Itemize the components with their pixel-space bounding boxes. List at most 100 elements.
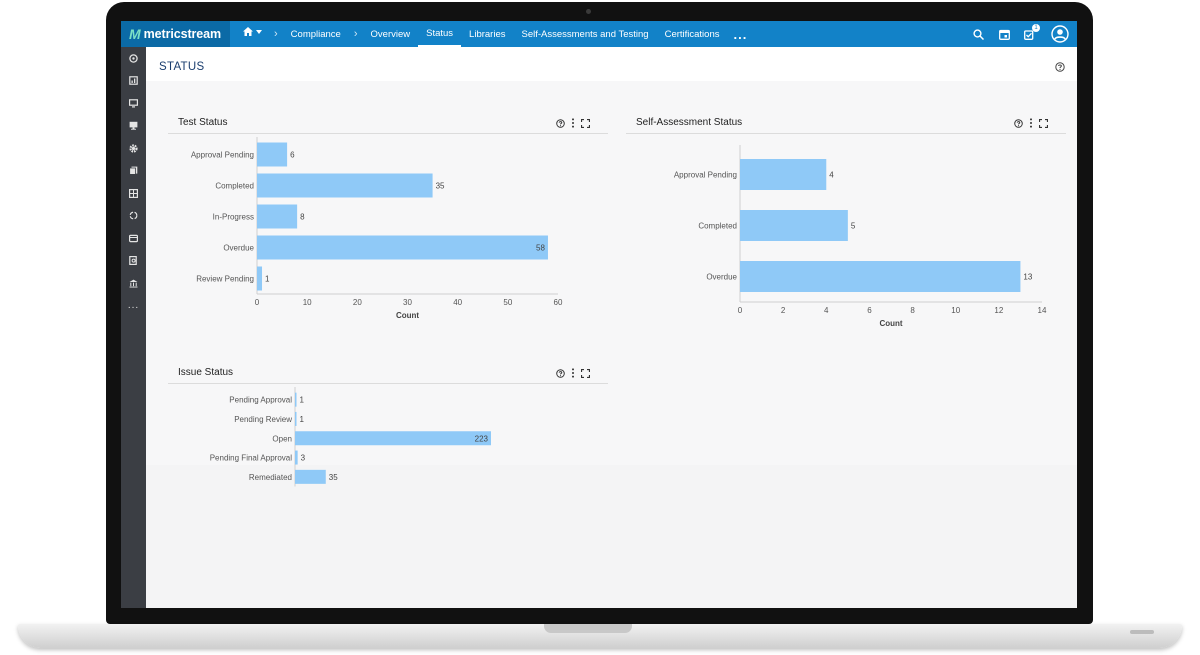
data-label: 35 [329,473,338,482]
data-label: 3 [301,454,306,463]
breadcrumb-compliance[interactable]: Compliance [290,28,341,40]
bar [257,235,548,260]
bar [257,204,298,229]
tab-status[interactable]: Status [418,21,462,47]
screen: M metricstream › Compliance › Overview S… [121,21,1077,608]
tab-self-assessments-and-testing[interactable]: Self-Assessments and Testing [521,28,649,40]
x-tick-label: 6 [867,306,872,315]
tab-libraries[interactable]: Libraries [469,28,506,40]
data-label: 8 [300,213,305,222]
sidebar-item-desktop[interactable] [121,115,146,138]
test-status-menu-button[interactable] [571,118,575,128]
tab-overview[interactable]: Overview [370,28,411,40]
category-label: Approval Pending [674,171,737,180]
sidebar-item-dashboard[interactable] [121,47,146,70]
data-label: 4 [829,171,834,180]
sidebar-item-reports[interactable] [121,70,146,93]
brand-logo[interactable]: M metricstream [121,21,230,47]
data-label: 5 [851,222,856,231]
bar [295,392,297,407]
expand-icon [581,368,590,378]
top-navigation-bar: M metricstream › Compliance › Overview S… [121,21,1077,47]
sidebar-item-institution[interactable] [121,272,146,295]
category-label: Pending Final Approval [210,454,293,463]
notification-count-badge: 1 [1032,24,1040,32]
test-status-chart: Approval Pending 6 Completed 35 In-Progress 8… [191,137,563,320]
dashboard-icon [129,54,138,63]
category-label: Review Pending [196,275,254,284]
sidebar-item-documents[interactable] [121,160,146,183]
x-tick-label: 10 [951,306,960,315]
x-tick-label: 40 [453,298,462,307]
bank-icon [129,279,138,288]
x-tick-label: 10 [303,298,312,307]
test-status-help-button[interactable] [556,118,565,128]
data-label: 13 [1023,273,1032,282]
issue-status-expand-button[interactable] [581,368,590,378]
sidebar-item-cards[interactable] [121,227,146,250]
data-label: 223 [475,434,489,443]
brand-name: metricstream [143,27,221,41]
self-assessment-status-expand-button[interactable] [1039,118,1048,128]
data-label: 1 [300,415,305,424]
chevron-right-icon: › [353,28,358,40]
home-icon [243,27,253,36]
x-tick-label: 0 [255,298,260,307]
calendar-icon [998,29,1010,40]
bar [295,431,491,446]
category-label: Pending Review [234,415,292,424]
x-axis-title: Count [879,319,902,328]
issue-status-title: Issue Status [178,367,234,378]
search-button[interactable] [965,21,991,47]
notifications-button[interactable]: 1 [1017,21,1043,47]
tab-certifications[interactable]: Certifications [664,28,720,40]
test-status-expand-button[interactable] [581,118,590,128]
home-menu[interactable] [243,27,262,36]
category-label: Overdue [706,273,737,282]
issue-status-help-button[interactable] [556,368,565,378]
breadcrumb-nav: › Compliance › Overview Status Libraries… [269,21,753,47]
sidebar-more-button[interactable]: ... [127,300,140,312]
data-label: 6 [290,151,295,160]
help-icon [556,368,565,378]
laptop-slot [1130,630,1154,634]
tasks-icon [1024,29,1034,40]
self-assessment-status-divider [626,133,1066,134]
x-tick-label: 20 [353,298,362,307]
category-label: In-Progress [213,213,254,222]
page-header: STATUS [146,47,1077,81]
category-label: Completed [215,182,254,191]
laptop-notch [544,624,632,633]
x-axis-title: Count [396,311,419,320]
help-icon [556,118,565,128]
sidebar-item-grid[interactable] [121,182,146,205]
search-icon [972,28,984,40]
bar [257,266,263,291]
self-assessment-status-tools [1014,118,1048,128]
documents-icon [129,166,138,176]
calendar-button[interactable] [991,21,1017,47]
self-assessment-status-menu-button[interactable] [1029,118,1033,128]
data-label: 1 [265,275,270,284]
sidebar-item-sync[interactable] [121,205,146,228]
x-tick-label: 60 [554,298,563,307]
x-tick-label: 50 [503,298,512,307]
sidebar-item-monitoring[interactable] [121,92,146,115]
sidebar-item-search-docs[interactable] [121,250,146,273]
left-sidebar: ... [121,47,146,608]
expand-icon [1039,118,1048,128]
card-icon [129,234,138,242]
sidebar-item-settings[interactable] [121,137,146,160]
webcam [586,9,591,14]
category-label: Remediated [249,473,292,482]
user-profile-button[interactable] [1043,21,1077,47]
more-tabs-button[interactable]: ... [733,26,748,42]
issue-status-menu-button[interactable] [571,368,575,378]
sync-icon [129,211,138,220]
data-label: 35 [436,182,445,191]
caret-down-icon [256,29,262,34]
self-assessment-status-help-button[interactable] [1014,118,1023,128]
page-help-button[interactable] [1055,59,1065,77]
self-assessment-status-title: Self-Assessment Status [636,117,743,128]
monitor-check-icon [129,98,138,108]
